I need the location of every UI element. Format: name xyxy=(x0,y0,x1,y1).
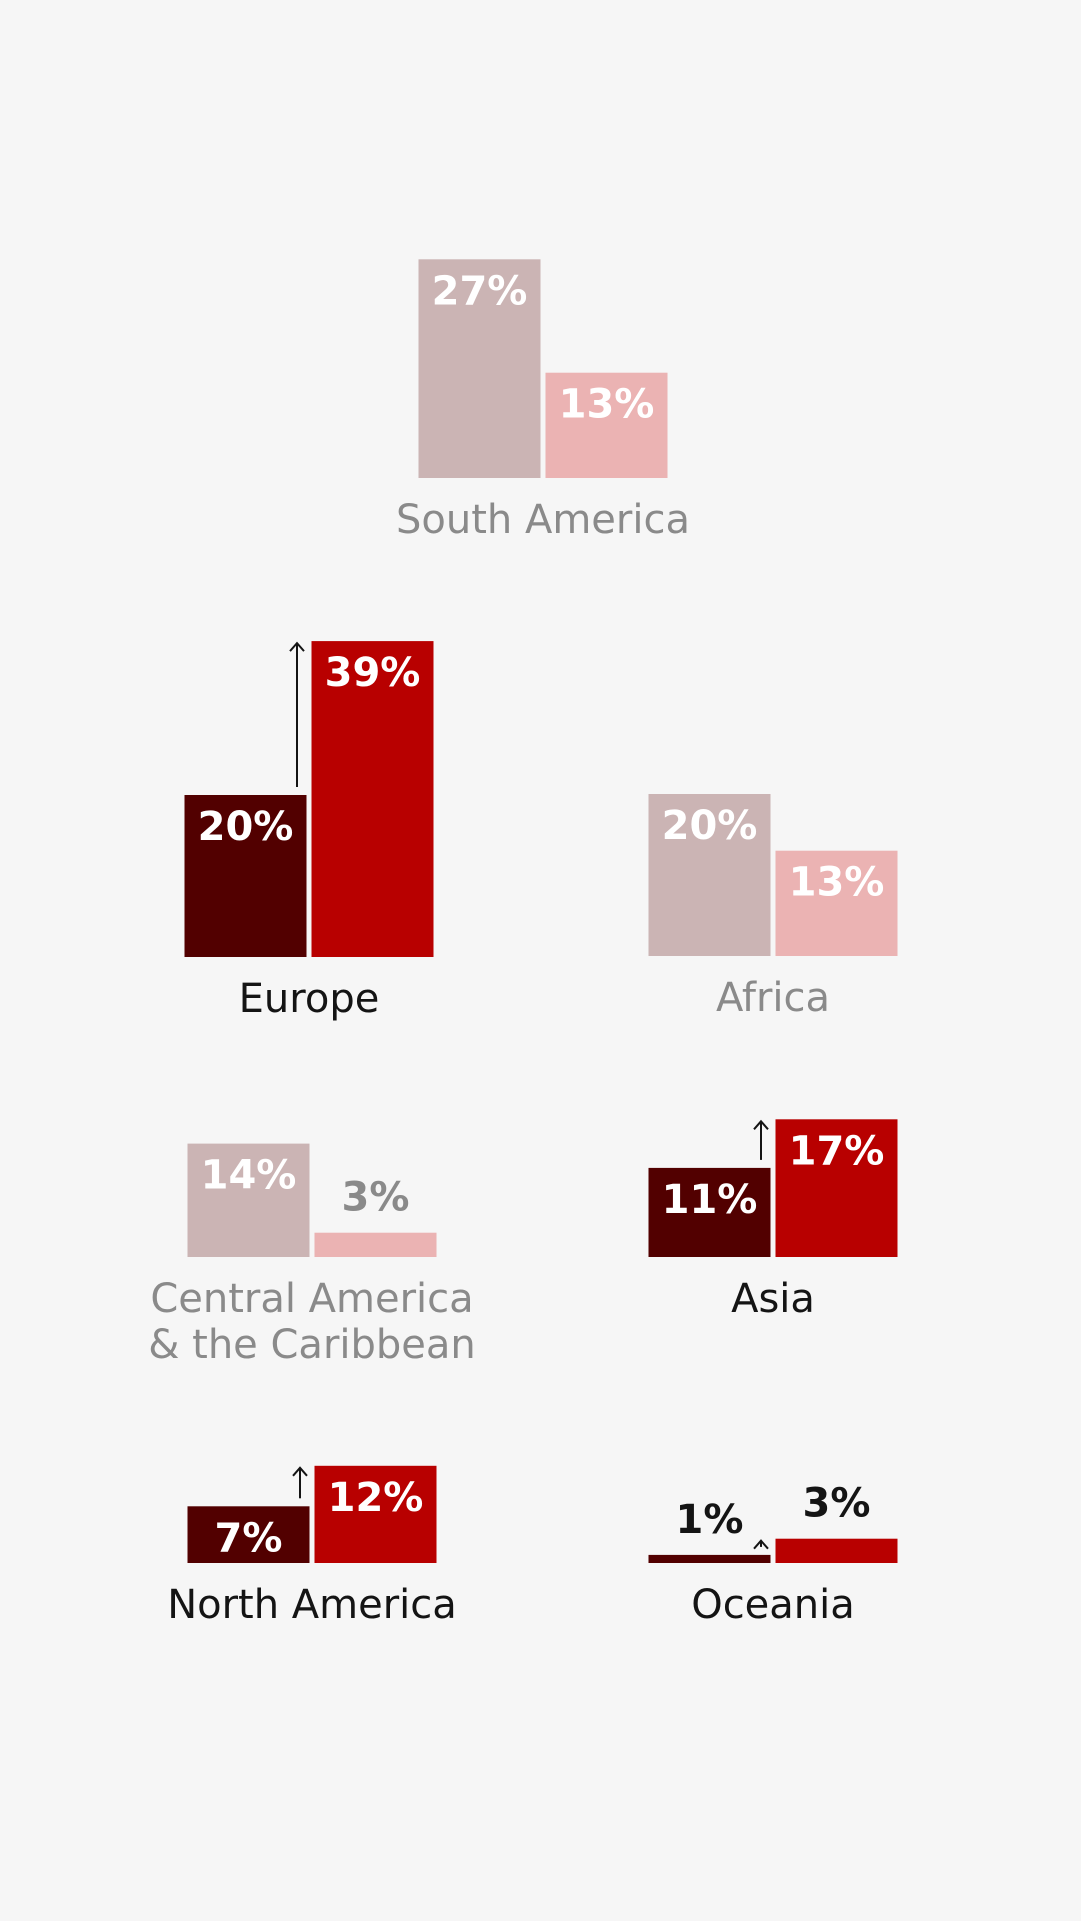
bar-north-america-after xyxy=(314,1465,437,1563)
region-label-central-america-and-the-caribbean-line-2: & the Caribbean xyxy=(148,1322,476,1368)
value-label-north-america-after: 12% xyxy=(328,1475,424,1521)
bar-south-america-after xyxy=(545,372,668,478)
value-label-oceania-before: 1% xyxy=(676,1497,744,1543)
value-label-north-america-before: 7% xyxy=(215,1515,283,1561)
increase-arrow-asia xyxy=(753,1119,769,1160)
region-central-america-and-the-caribbean: 14% 3% Central America& the Caribbean xyxy=(148,1143,476,1368)
bar-europe-after xyxy=(311,641,434,957)
region-label-south-america: South America xyxy=(396,497,690,543)
value-label-asia-before: 11% xyxy=(662,1177,758,1223)
value-label-africa-after: 13% xyxy=(789,860,885,906)
increase-arrow-europe xyxy=(289,641,305,787)
region-label-oceania: Oceania xyxy=(691,1582,855,1628)
region-oceania: 1% 3% Oceania xyxy=(648,1481,898,1628)
region-europe: 20% 39% Europe xyxy=(184,641,434,1022)
increase-arrow-north-america xyxy=(292,1466,308,1499)
bar-north-america-before xyxy=(187,1506,310,1563)
bar-africa-after xyxy=(775,850,898,956)
region-africa: 20% 13% Africa xyxy=(648,794,898,1021)
bar-oceania-before xyxy=(648,1554,771,1563)
region-asia: 11% 17% Asia xyxy=(648,1119,898,1322)
arrow-head-europe xyxy=(289,641,305,652)
value-label-asia-after: 17% xyxy=(789,1128,885,1174)
bar-asia-before xyxy=(648,1167,771,1257)
value-label-europe-after: 39% xyxy=(325,650,421,696)
value-label-central-america-and-the-caribbean-after: 3% xyxy=(342,1175,410,1221)
bar-central-america-and-the-caribbean-after xyxy=(314,1232,437,1257)
region-label-central-america-and-the-caribbean-line-1: Central America xyxy=(150,1276,473,1322)
region-south-america: 27% 13% South America xyxy=(396,259,690,543)
value-label-south-america-after: 13% xyxy=(559,382,655,428)
increase-arrow-oceania xyxy=(753,1539,769,1550)
arrow-head-north-america xyxy=(292,1466,308,1477)
value-label-africa-before: 20% xyxy=(662,803,758,849)
region-label-africa: Africa xyxy=(716,975,830,1021)
arrow-head-asia xyxy=(753,1119,769,1130)
bar-asia-after xyxy=(775,1119,898,1257)
arrow-head-oceania xyxy=(753,1539,769,1550)
region-north-america: 7% 12% North America xyxy=(167,1465,457,1628)
bar-south-america-before xyxy=(418,259,541,478)
value-label-central-america-and-the-caribbean-before: 14% xyxy=(201,1153,297,1199)
value-label-oceania-after: 3% xyxy=(803,1481,871,1527)
region-label-europe: Europe xyxy=(239,976,380,1022)
bar-oceania-after xyxy=(775,1538,898,1563)
bar-europe-before xyxy=(184,795,307,957)
value-label-south-america-before: 27% xyxy=(432,268,528,314)
bar-africa-before xyxy=(648,794,771,956)
region-label-north-america: North America xyxy=(167,1582,457,1628)
bar-central-america-and-the-caribbean-before xyxy=(187,1143,310,1257)
value-label-europe-before: 20% xyxy=(198,804,294,850)
region-label-asia: Asia xyxy=(731,1276,815,1322)
